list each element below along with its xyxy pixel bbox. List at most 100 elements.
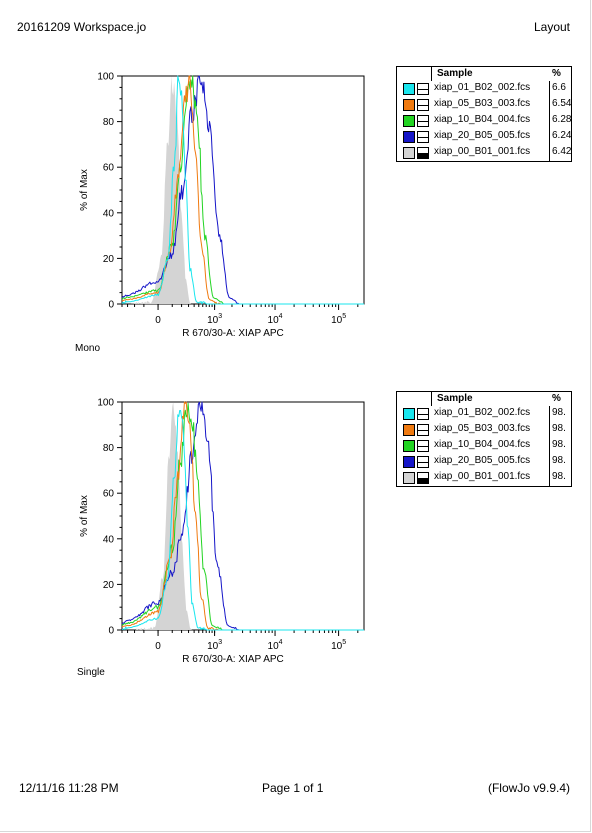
histogram-series-xiap-10-B04-004 (121, 75, 364, 305)
legend-color-swatch (403, 472, 415, 484)
histogram-series-xiap-05-B03-003 (121, 401, 364, 631)
y-axis-label: % of Max (79, 495, 90, 537)
legend-color-swatch (403, 147, 415, 159)
legend-row: xiap_00_B01_001.fcs 98. (397, 470, 571, 486)
x-axis-label: R 670/30-A: XIAP APC (182, 654, 284, 665)
legend-sample-pct: 98. (552, 407, 566, 418)
legend-row: xiap_20_B05_005.fcs 98. (397, 454, 571, 470)
y-tick-label: 60 (103, 489, 115, 500)
legend-color-swatch (403, 131, 415, 143)
y-tick-label: 0 (108, 626, 114, 637)
legend-mono: Sample% xiap_01_B02_002.fcs 6.6 xiap_05_B03… (396, 66, 572, 162)
y-tick-label: 40 (103, 534, 115, 545)
legend-sample-name: xiap_00_B01_001.fcs (434, 146, 531, 157)
histogram-glyph-icon (417, 440, 429, 452)
legend-color-swatch (403, 408, 415, 420)
legend-sample-pct: 98. (552, 471, 566, 482)
legend-sample-name: xiap_20_B05_005.fcs (434, 130, 531, 141)
y-tick-label: 100 (97, 72, 114, 83)
legend-sample-name: xiap_10_B04_004.fcs (434, 114, 531, 125)
y-tick-label: 20 (103, 254, 115, 265)
legend-color-swatch (403, 99, 415, 111)
legend-header-pct: % (552, 393, 561, 404)
x-axis-label: R 670/30-A: XIAP APC (182, 328, 284, 339)
footer-app-version: (FlowJo v9.9.4) (487, 781, 570, 795)
histogram-glyph-icon (417, 472, 429, 484)
y-tick-label: 20 (103, 580, 115, 591)
legend-sample-name: xiap_05_B03_003.fcs (434, 423, 531, 434)
legend-color-swatch (403, 440, 415, 452)
histogram-series-xiap-10-B04-004 (121, 402, 364, 631)
histogram-series-xiap-20-B05-005 (121, 75, 364, 305)
legend-row: xiap_01_B02_002.fcs 6.6 (397, 81, 571, 97)
legend-row: xiap_20_B05_005.fcs 6.24 (397, 129, 571, 145)
histogram-glyph-icon (417, 99, 429, 111)
histogram-glyph-icon (417, 424, 429, 436)
legend-sample-pct: 6.54 (552, 98, 572, 109)
legend-row: xiap_00_B01_001.fcs 6.42 (397, 145, 571, 161)
x-tick-label: 105 (331, 313, 346, 326)
legend-sample-pct: 98. (552, 423, 566, 434)
legend-row: xiap_01_B02_002.fcs 98. (397, 406, 571, 422)
x-tick-label: 103 (207, 639, 222, 652)
x-tick-label: 105 (331, 639, 346, 652)
y-tick-label: 60 (103, 163, 115, 174)
legend-header: Sample% (397, 392, 571, 406)
legend-row: xiap_05_B03_003.fcs 98. (397, 422, 571, 438)
legend-sample-name: xiap_05_B03_003.fcs (434, 98, 531, 109)
panel-label-single: Single (77, 667, 105, 678)
footer-page: Page 1 of 1 (262, 781, 324, 795)
histogram-glyph-icon (417, 408, 429, 420)
legend-sample-pct: 98. (552, 455, 566, 466)
legend-row: xiap_10_B04_004.fcs 6.28 (397, 113, 571, 129)
y-tick-label: 100 (97, 398, 114, 409)
legend-sample-name: xiap_00_B01_001.fcs (434, 471, 531, 482)
legend-single: Sample% xiap_01_B02_002.fcs 98. xiap_05_B03… (396, 391, 572, 487)
y-axis-label: % of Max (79, 169, 90, 211)
plot-frame (121, 401, 365, 631)
x-tick-label: 104 (268, 639, 283, 652)
x-tick-label: 103 (207, 313, 222, 326)
histogram-series-xiap-00-B01-001 (122, 76, 364, 304)
y-tick-label: 80 (103, 443, 115, 454)
legend-color-swatch (403, 424, 415, 436)
histogram-series-xiap-01-B02-002 (121, 410, 364, 631)
legend-sample-pct: 6.24 (552, 130, 572, 141)
legend-sample-pct: 6.6 (552, 82, 566, 93)
legend-row: xiap_10_B04_004.fcs 98. (397, 438, 571, 454)
legend-sample-name: xiap_01_B02_002.fcs (434, 407, 531, 418)
legend-header-sample: Sample (437, 393, 473, 404)
footer-date: 12/11/16 11:28 PM (19, 781, 119, 795)
histogram-series-xiap-05-B03-003 (121, 75, 364, 305)
legend-header: Sample% (397, 67, 571, 81)
legend-color-swatch (403, 83, 415, 95)
histogram-mono: 0 20 40 60 80 100 0 103 104 105 R 670/30-A: XIAP A… (79, 72, 365, 339)
histogram-glyph-icon (417, 83, 429, 95)
y-tick-label: 40 (103, 208, 115, 219)
x-tick-label: 0 (155, 641, 161, 652)
legend-header-pct: % (552, 68, 561, 79)
legend-sample-pct: 98. (552, 439, 566, 450)
histogram-glyph-icon (417, 115, 429, 127)
document-title: 20161209 Workspace.jo (17, 20, 147, 34)
legend-sample-pct: 6.42 (552, 146, 572, 157)
legend-sample-pct: 6.28 (552, 114, 572, 125)
histogram-glyph-icon (417, 131, 429, 143)
layout-label: Layout (533, 20, 570, 34)
histogram-series-xiap-20-B05-005 (121, 401, 364, 631)
legend-row: xiap_05_B03_003.fcs 6.54 (397, 97, 571, 113)
legend-sample-name: xiap_20_B05_005.fcs (434, 455, 531, 466)
histogram-series-xiap-01-B02-002 (121, 75, 364, 305)
legend-header-sample: Sample (437, 68, 473, 79)
legend-color-swatch (403, 456, 415, 468)
x-tick-label: 104 (268, 313, 283, 326)
histogram-single: 0 20 40 60 80 100 0 103 104 105 R 670/30-A: XIAP A… (79, 398, 365, 665)
histogram-glyph-icon (417, 147, 429, 159)
x-tick-label: 0 (155, 315, 161, 326)
panel-label-mono: Mono (75, 343, 101, 354)
plot-frame (121, 75, 365, 305)
legend-sample-name: xiap_10_B04_004.fcs (434, 439, 531, 450)
y-tick-label: 80 (103, 117, 115, 128)
legend-sample-name: xiap_01_B02_002.fcs (434, 82, 531, 93)
